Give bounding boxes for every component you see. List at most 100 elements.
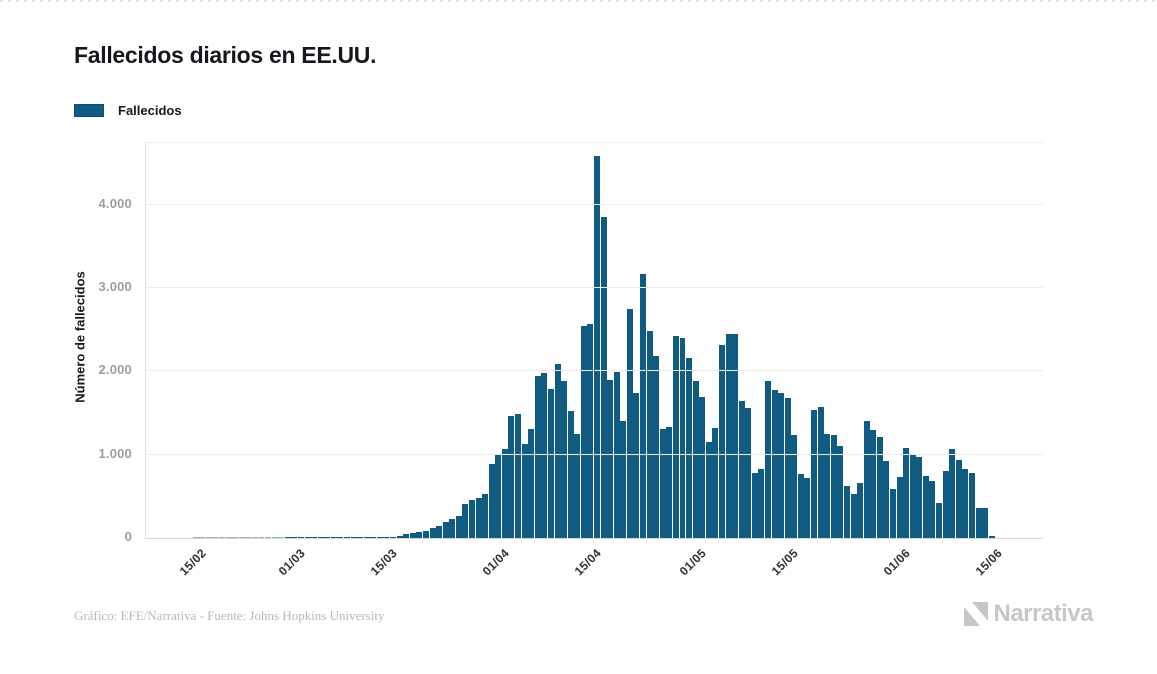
bar <box>929 481 936 538</box>
bar <box>870 429 877 538</box>
bar <box>962 469 969 538</box>
bar <box>666 427 673 538</box>
x-tick-label: 01/05 <box>676 546 710 579</box>
bar <box>534 376 541 538</box>
bar <box>429 528 436 538</box>
bar <box>587 324 594 538</box>
bar <box>745 408 752 538</box>
bar <box>916 457 923 538</box>
x-tick-label: 15/02 <box>176 546 209 579</box>
bar <box>567 410 574 538</box>
bar <box>784 398 791 538</box>
narrativa-n-icon <box>964 602 989 626</box>
bar <box>890 489 896 538</box>
x-tick-label: 01/06 <box>880 546 914 579</box>
bar <box>541 373 548 538</box>
y-tick-label: 1.000 <box>98 445 132 461</box>
bar <box>824 434 831 538</box>
bar <box>455 516 462 538</box>
bar <box>278 537 285 538</box>
legend-swatch-icon <box>74 104 104 117</box>
bar <box>462 504 469 538</box>
bar <box>258 537 265 538</box>
bar <box>482 493 489 538</box>
narrativa-logo-text: Narrativa <box>993 600 1093 627</box>
bar <box>738 401 745 538</box>
bar <box>390 536 397 538</box>
bar <box>376 537 383 538</box>
bar <box>843 486 850 538</box>
bar <box>317 537 324 538</box>
bar <box>344 537 350 538</box>
bar <box>600 216 607 538</box>
bar <box>554 364 561 538</box>
bar <box>725 334 732 538</box>
bar <box>922 476 929 538</box>
bar <box>265 537 272 538</box>
bar <box>363 537 370 538</box>
bar <box>232 537 239 538</box>
x-tick-label: 15/05 <box>768 546 802 579</box>
bar <box>672 335 679 538</box>
narrativa-logo: Narrativa <box>963 600 1093 628</box>
bar <box>883 460 890 538</box>
bar <box>508 415 515 538</box>
y-gridline <box>146 287 1043 289</box>
bar <box>528 428 535 538</box>
bar <box>357 537 364 538</box>
bar <box>896 477 903 538</box>
bar <box>699 397 706 538</box>
bar <box>718 344 725 538</box>
bar <box>955 460 962 538</box>
bar <box>751 473 758 538</box>
bar <box>251 537 258 538</box>
bar <box>238 537 245 538</box>
x-tick-label: 15/03 <box>367 546 400 579</box>
bar <box>436 525 443 538</box>
bar <box>857 482 864 538</box>
bar <box>949 449 956 538</box>
bar <box>903 448 910 538</box>
y-gridline <box>146 370 1043 372</box>
bar <box>909 453 916 538</box>
bar <box>383 537 390 538</box>
bar <box>501 448 508 538</box>
bar <box>337 537 344 538</box>
bar <box>475 497 482 538</box>
bar <box>712 428 719 538</box>
bar <box>403 534 410 538</box>
chart-credit: Gráfico: EFE/Narrativa - Fuente: Johns H… <box>74 608 385 623</box>
bar <box>442 522 449 538</box>
y-gridline <box>146 453 1043 455</box>
bar <box>449 519 456 538</box>
bar <box>297 537 304 538</box>
bar <box>580 326 587 538</box>
bar <box>416 532 423 538</box>
bar <box>942 471 949 538</box>
bar <box>225 537 232 538</box>
bar <box>271 537 278 538</box>
bar <box>495 454 502 538</box>
legend-label: Fallecidos <box>118 103 182 118</box>
bar <box>409 533 416 538</box>
bar <box>311 537 318 538</box>
x-tick-label: 15/04 <box>571 546 604 579</box>
bar <box>245 537 252 538</box>
y-tick-label: 4.000 <box>98 195 132 211</box>
bar <box>975 508 982 538</box>
bar <box>330 537 337 538</box>
top-edge-artifact <box>0 0 1157 2</box>
plot-area <box>145 142 1043 539</box>
page-title: Fallecidos diarios en EE.UU. <box>74 42 377 68</box>
bar <box>370 537 377 538</box>
bar <box>561 381 568 538</box>
bar <box>607 379 614 538</box>
x-tick-label: 15/06 <box>972 546 1006 579</box>
bar <box>633 392 640 538</box>
bar-series <box>192 143 996 538</box>
bar <box>547 388 554 538</box>
bar <box>219 537 226 538</box>
x-tick-label: 01/03 <box>275 546 308 579</box>
bar <box>626 308 633 538</box>
bar <box>212 537 219 538</box>
